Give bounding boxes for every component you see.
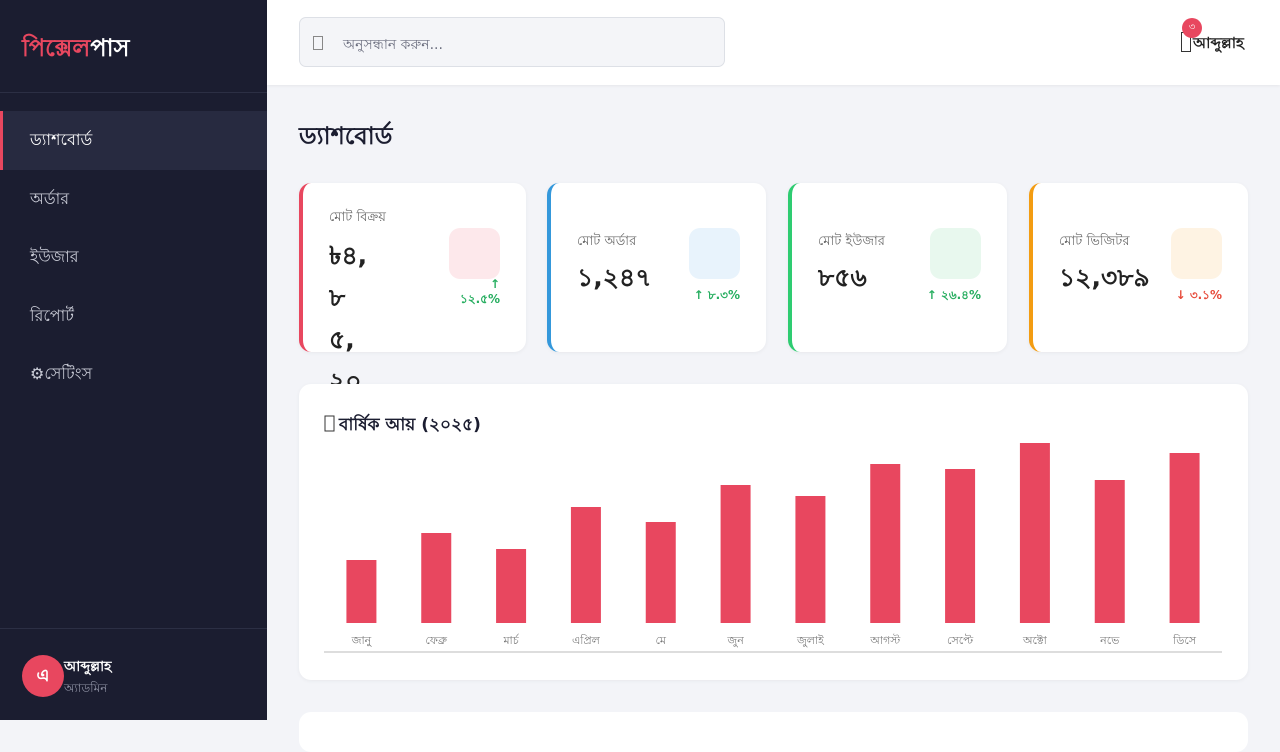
bar [945, 469, 976, 623]
brand[interactable]: পিক্সেলপাস [0, 0, 267, 93]
x-tick-label: মে [655, 634, 666, 647]
stat-label: মোট ভিজিটর [1059, 234, 1130, 249]
nav-item[interactable]: ইউজার [30, 247, 79, 266]
avatar: এ [22, 655, 64, 697]
x-tick-label: সেপ্টে [947, 634, 974, 647]
bar [346, 560, 377, 623]
search-box[interactable]: অনুসন্ধান করুন... [299, 17, 725, 67]
stat-change: ↑ ১২.৫% [460, 277, 500, 306]
brand-accent: পিক্সেল [22, 34, 91, 62]
chart: বার্ষিক আয় (২০২৫) জানু ফেব্রু মার্চ এপ্রিল… [324, 413, 1222, 653]
notification-badge: ৩ [1182, 18, 1202, 38]
stat-icon [1171, 228, 1222, 279]
stat-change: ↑ ৮.৩% [693, 288, 740, 302]
nav-item[interactable]: ⚙সেটিংস [30, 364, 93, 383]
brand-rest: পাস [90, 34, 130, 62]
header-user[interactable]: আব্দুল্লাহ [1193, 34, 1244, 52]
stat-value: ১,২৪৭ [577, 263, 652, 292]
stat-label: মোট বিক্রয় [329, 210, 386, 225]
bar [795, 496, 826, 623]
nav-item[interactable]: ড্যাশবোর্ড [0, 111, 267, 170]
x-tick-label: ডিসে [1172, 634, 1197, 647]
bar [870, 464, 901, 623]
bar [421, 533, 452, 623]
stat-icon [689, 228, 740, 279]
search-icon [313, 36, 323, 50]
stat-change: ↑ ২৬.৪% [926, 288, 981, 302]
nav-item[interactable]: রিপোর্ট [30, 305, 75, 325]
nav-menu: ড্যাশবোর্ড অর্ডার ইউজার রিপোর্ট ⚙সেটিংস [0, 111, 267, 404]
x-tick-label: অক্টো [1022, 634, 1048, 647]
chart-title: বার্ষিক আয় (২০২৫) [338, 413, 481, 435]
bar [496, 549, 527, 623]
stat-label: মোট অর্ডার [577, 234, 637, 249]
stat-value: ৮৫৬ [818, 263, 867, 292]
stat-change: ↓ ৩.১% [1175, 288, 1222, 302]
sidebar: পিক্সেলপাস ড্যাশবোর্ড অর্ডার ইউজার রিপোর্ট ⚙… [0, 0, 267, 720]
chart-icon [324, 415, 335, 432]
x-tick-label: ফেব্রু [425, 634, 448, 647]
page-title: ড্যাশবোর্ড [299, 122, 393, 150]
x-tick-label: মার্চ [502, 634, 519, 647]
x-tick-label: নভে [1099, 634, 1120, 647]
x-tick-label: জুন [726, 634, 744, 647]
x-tick-label: জানু [351, 634, 373, 647]
nav-item[interactable]: অর্ডার [30, 188, 70, 208]
next-card [299, 712, 1248, 752]
stat-value: ৳৪,৮৫,২০০ [329, 241, 368, 438]
x-tick-label: এপ্রিল [572, 634, 601, 647]
bar [570, 507, 601, 623]
stat-value: ১২,৩৮৯ [1059, 263, 1150, 292]
bar [1169, 453, 1200, 623]
stat-card[interactable]: মোট ভিজিটর ১২,৩৮৯ ↓ ৩.১% [1029, 183, 1248, 352]
bar [645, 522, 676, 623]
x-tick-label: জুলাই [796, 634, 825, 647]
stat-icon [449, 228, 500, 279]
sidebar-user: এ আব্দুল্লাহ অ্যাডমিন [0, 628, 267, 720]
stat-label: মোট ইউজার [818, 234, 885, 249]
user-role: অ্যাডমিন [64, 681, 108, 695]
stat-card[interactable]: মোট অর্ডার ১,২৪৭ ↑ ৮.৩% [547, 183, 766, 352]
stat-card[interactable]: মোট বিক্রয় ৳৪,৮৫,২০০ ↑ ১২.৫% [299, 183, 526, 438]
stat-card[interactable]: মোট ইউজার ৮৫৬ ↑ ২৬.৪% [788, 183, 1007, 352]
bar [1019, 443, 1050, 623]
user-name: আব্দুল্লাহ [64, 659, 112, 675]
bar [1094, 480, 1125, 623]
x-tick-label: আগস্ট [869, 634, 901, 647]
bar [720, 485, 751, 623]
stat-icon [930, 228, 981, 279]
search-placeholder: অনুসন্ধান করুন... [343, 37, 443, 53]
chart-card: বার্ষিক আয় (২০২৫) জানু ফেব্রু মার্চ এপ্রিল… [299, 384, 1248, 680]
header: অনুসন্ধান করুন... ৩ আব্দুল্লাহ [267, 0, 1280, 85]
